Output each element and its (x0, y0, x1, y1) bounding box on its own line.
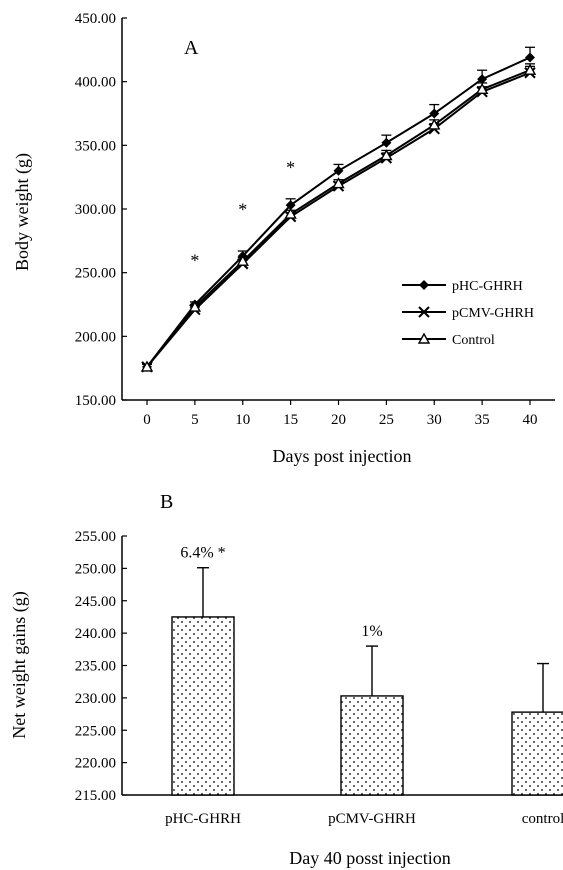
data-point (428, 118, 441, 130)
legend: pHC-GHRH pCMV-GHRH Control (402, 279, 534, 348)
y-tick-label: 250.00 (75, 266, 116, 282)
x-tick-label: pCMV-GHRH (328, 811, 416, 827)
y-tick-label: 350.00 (75, 138, 116, 154)
bar-chart-panel: B 215.00 220.00 225.00 230.00 235.00 240.00 24… (9, 491, 563, 868)
data-point (140, 360, 154, 372)
y-tick-label: 225.00 (75, 723, 116, 739)
x-tick-label: 40 (523, 412, 538, 428)
panel-label: A (184, 37, 199, 59)
data-point (525, 52, 535, 63)
legend-label: Control (452, 333, 495, 348)
bar-phc-ghrh: 6.4% * (171, 545, 235, 796)
bars: 6.4% * 1% (171, 545, 563, 796)
data-point (333, 165, 344, 176)
data-point (381, 137, 392, 148)
legend-entry: Control (402, 332, 495, 348)
x-axis-title: Day 40 posst injection (289, 848, 450, 868)
x-tick-label: 0 (143, 412, 151, 428)
data-point (285, 200, 296, 211)
legend-entry: pHC-GHRH (402, 279, 523, 294)
y-tick-labels: 150.00 200.00 250.00 300.00 350.00 400.00 450.… (75, 11, 116, 409)
y-tick-labels: 215.00 220.00 225.00 230.00 235.00 240.00 245.… (75, 529, 116, 804)
y-axis-title: Body weight (g) (12, 153, 33, 271)
data-point (284, 207, 297, 219)
data-point (429, 108, 440, 119)
x-tick-labels: pHC-GHRH pCMV-GHRH control (165, 811, 563, 827)
legend-entry: pCMV-GHRH (402, 306, 534, 321)
data-point (477, 74, 488, 85)
x-tick-label: 5 (191, 412, 199, 428)
significance-marker: * (190, 251, 199, 271)
series-group (140, 46, 537, 373)
x-tick-labels: 0 5 10 15 20 25 30 35 40 (143, 412, 537, 428)
legend-label: pHC-GHRH (452, 279, 523, 294)
y-tick-label: 230.00 (75, 691, 116, 707)
x-tick-label: 20 (331, 412, 346, 428)
x-tick-label: 15 (283, 412, 298, 428)
series-line (146, 69, 531, 368)
legend-marker (419, 280, 429, 290)
y-tick-label: 300.00 (75, 202, 116, 218)
significance-marker: * (286, 158, 295, 178)
y-tick-label: 240.00 (75, 626, 116, 642)
y-tick-label: 150.00 (75, 393, 116, 409)
y-tick-label: 400.00 (75, 75, 116, 91)
bar (340, 695, 404, 796)
data-point (380, 149, 393, 161)
data-point (236, 254, 249, 266)
data-point (332, 177, 345, 189)
x-tick-label: 10 (235, 412, 250, 428)
legend-marker (417, 332, 431, 344)
y-tick-label: 450.00 (75, 11, 116, 27)
panel-label: B (160, 491, 173, 513)
x-tick-label: pHC-GHRH (165, 811, 241, 827)
y-tick-label: 255.00 (75, 529, 116, 545)
series-pcmv-ghrh (141, 65, 536, 373)
bar-control (511, 662, 563, 796)
x-tick-label: 30 (427, 412, 442, 428)
axes (121, 17, 555, 405)
y-tick-label: 220.00 (75, 756, 116, 772)
y-tick-label: 250.00 (75, 561, 116, 577)
data-point (523, 63, 537, 75)
legend-label: pCMV-GHRH (452, 306, 534, 321)
x-axis-title: Days post injection (273, 446, 412, 466)
bar-data-label: 1% (361, 623, 382, 640)
bar (511, 711, 563, 796)
series-line (146, 71, 531, 368)
legend-marker (418, 306, 430, 318)
line-chart-panel: A 150.00 200.00 250.00 300.00 350.00 400.00 45… (12, 11, 555, 466)
x-tick-label: 35 (475, 412, 490, 428)
x-tick-label: 25 (379, 412, 394, 428)
y-tick-label: 235.00 (75, 659, 116, 675)
bar-pcmv-ghrh: 1% (340, 623, 404, 796)
x-tick-label: control (522, 811, 563, 827)
data-point (188, 300, 202, 312)
y-axis-title: Net weight gains (g) (9, 591, 30, 738)
annotations: * * * (190, 158, 295, 271)
series-control (140, 63, 537, 372)
y-tick-label: 245.00 (75, 594, 116, 610)
bar-data-label: 6.4% * (180, 545, 225, 562)
significance-marker: * (238, 200, 247, 220)
y-tick-label: 215.00 (75, 788, 116, 804)
y-tick-label: 200.00 (75, 329, 116, 345)
bar (171, 616, 235, 796)
data-point (475, 82, 489, 95)
